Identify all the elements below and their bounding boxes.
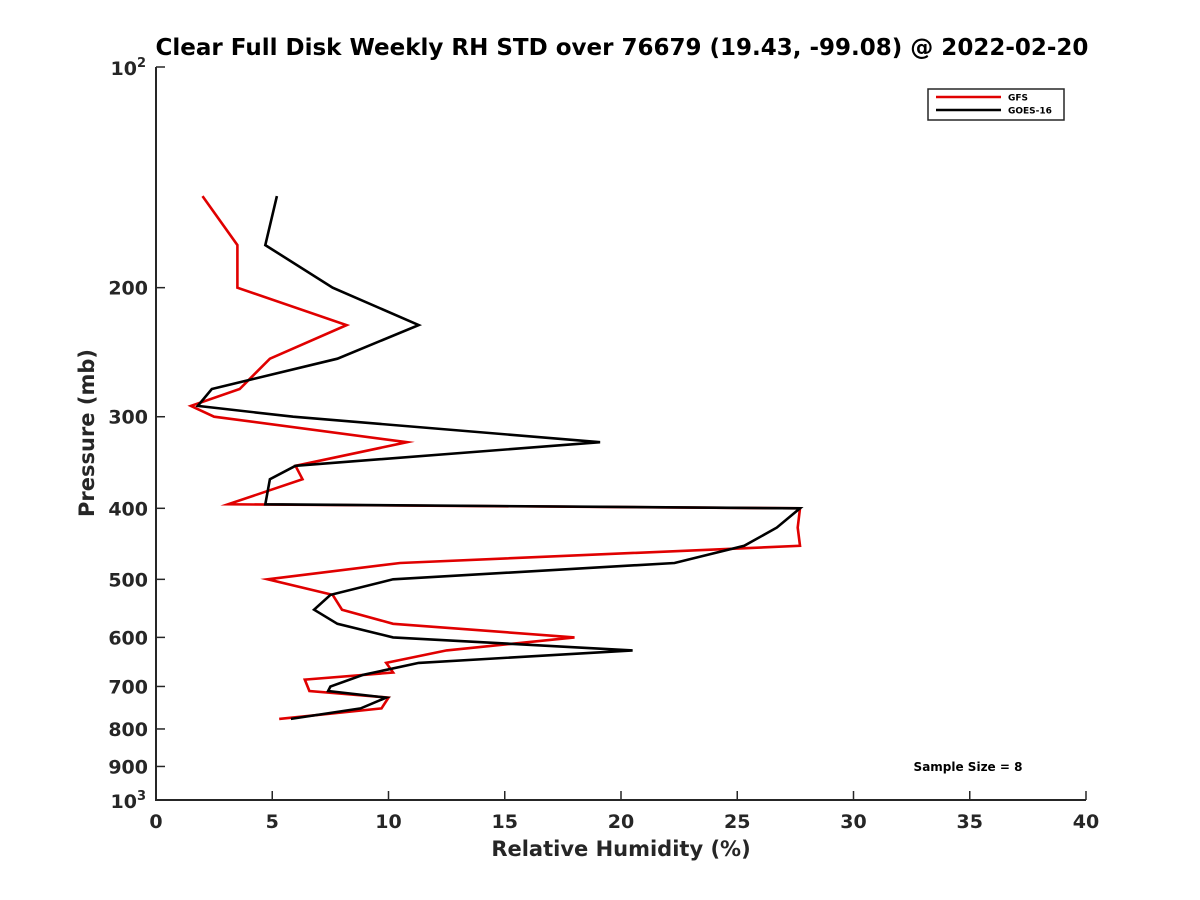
y-tick-label: 600 (108, 627, 148, 649)
x-ticks: 0 5 10 15 20 25 30 35 40 (149, 791, 1099, 833)
x-tick-label: 25 (724, 811, 750, 833)
legend-box (927, 88, 1065, 121)
series-layer (187, 195, 804, 721)
y-tick-label: 102 (111, 56, 147, 80)
plot-area: 0 5 10 15 20 25 30 35 40 10220030040050060070080… (108, 56, 1099, 833)
series-line-goes-16 (195, 195, 804, 721)
x-tick-label: 30 (840, 811, 866, 833)
y-tick-label: 300 (108, 407, 148, 429)
y-tick-label-exponent: 2 (137, 56, 146, 71)
y-tick-label: 800 (108, 719, 148, 741)
y-tick-label-base: 10 (111, 791, 137, 813)
x-tick-label: 0 (149, 811, 162, 833)
legend-label: GOES-16 (1008, 107, 1052, 117)
y-tick-label: 103 (111, 789, 147, 813)
series-line-gfs (187, 195, 802, 721)
x-axis-title: Relative Humidity (%) (491, 837, 750, 861)
y-tick-label: 400 (108, 498, 148, 520)
x-tick-label: 5 (266, 811, 279, 833)
x-tick-label: 15 (492, 811, 518, 833)
x-tick-label: 35 (957, 811, 983, 833)
y-tick-label: 200 (108, 278, 148, 300)
sample-size-annotation: Sample Size = 8 (914, 760, 1023, 774)
x-tick-label: 10 (375, 811, 401, 833)
y-tick-label-exponent: 3 (137, 789, 146, 804)
y-tick-label: 900 (108, 756, 148, 778)
y-tick-label: 700 (108, 676, 148, 698)
legend-label: GFS (1008, 94, 1028, 104)
y-tick-label: 500 (108, 569, 148, 591)
y-axis-title: Pressure (mb) (75, 349, 99, 517)
x-tick-label: 40 (1073, 811, 1099, 833)
legend: GFS GOES-16 (927, 88, 1065, 121)
y-tick-label-base: 10 (111, 58, 137, 80)
legend-entries: GFS GOES-16 (936, 94, 1052, 117)
x-tick-label: 20 (608, 811, 634, 833)
chart-title: Clear Full Disk Weekly RH STD over 76679… (156, 35, 1089, 61)
